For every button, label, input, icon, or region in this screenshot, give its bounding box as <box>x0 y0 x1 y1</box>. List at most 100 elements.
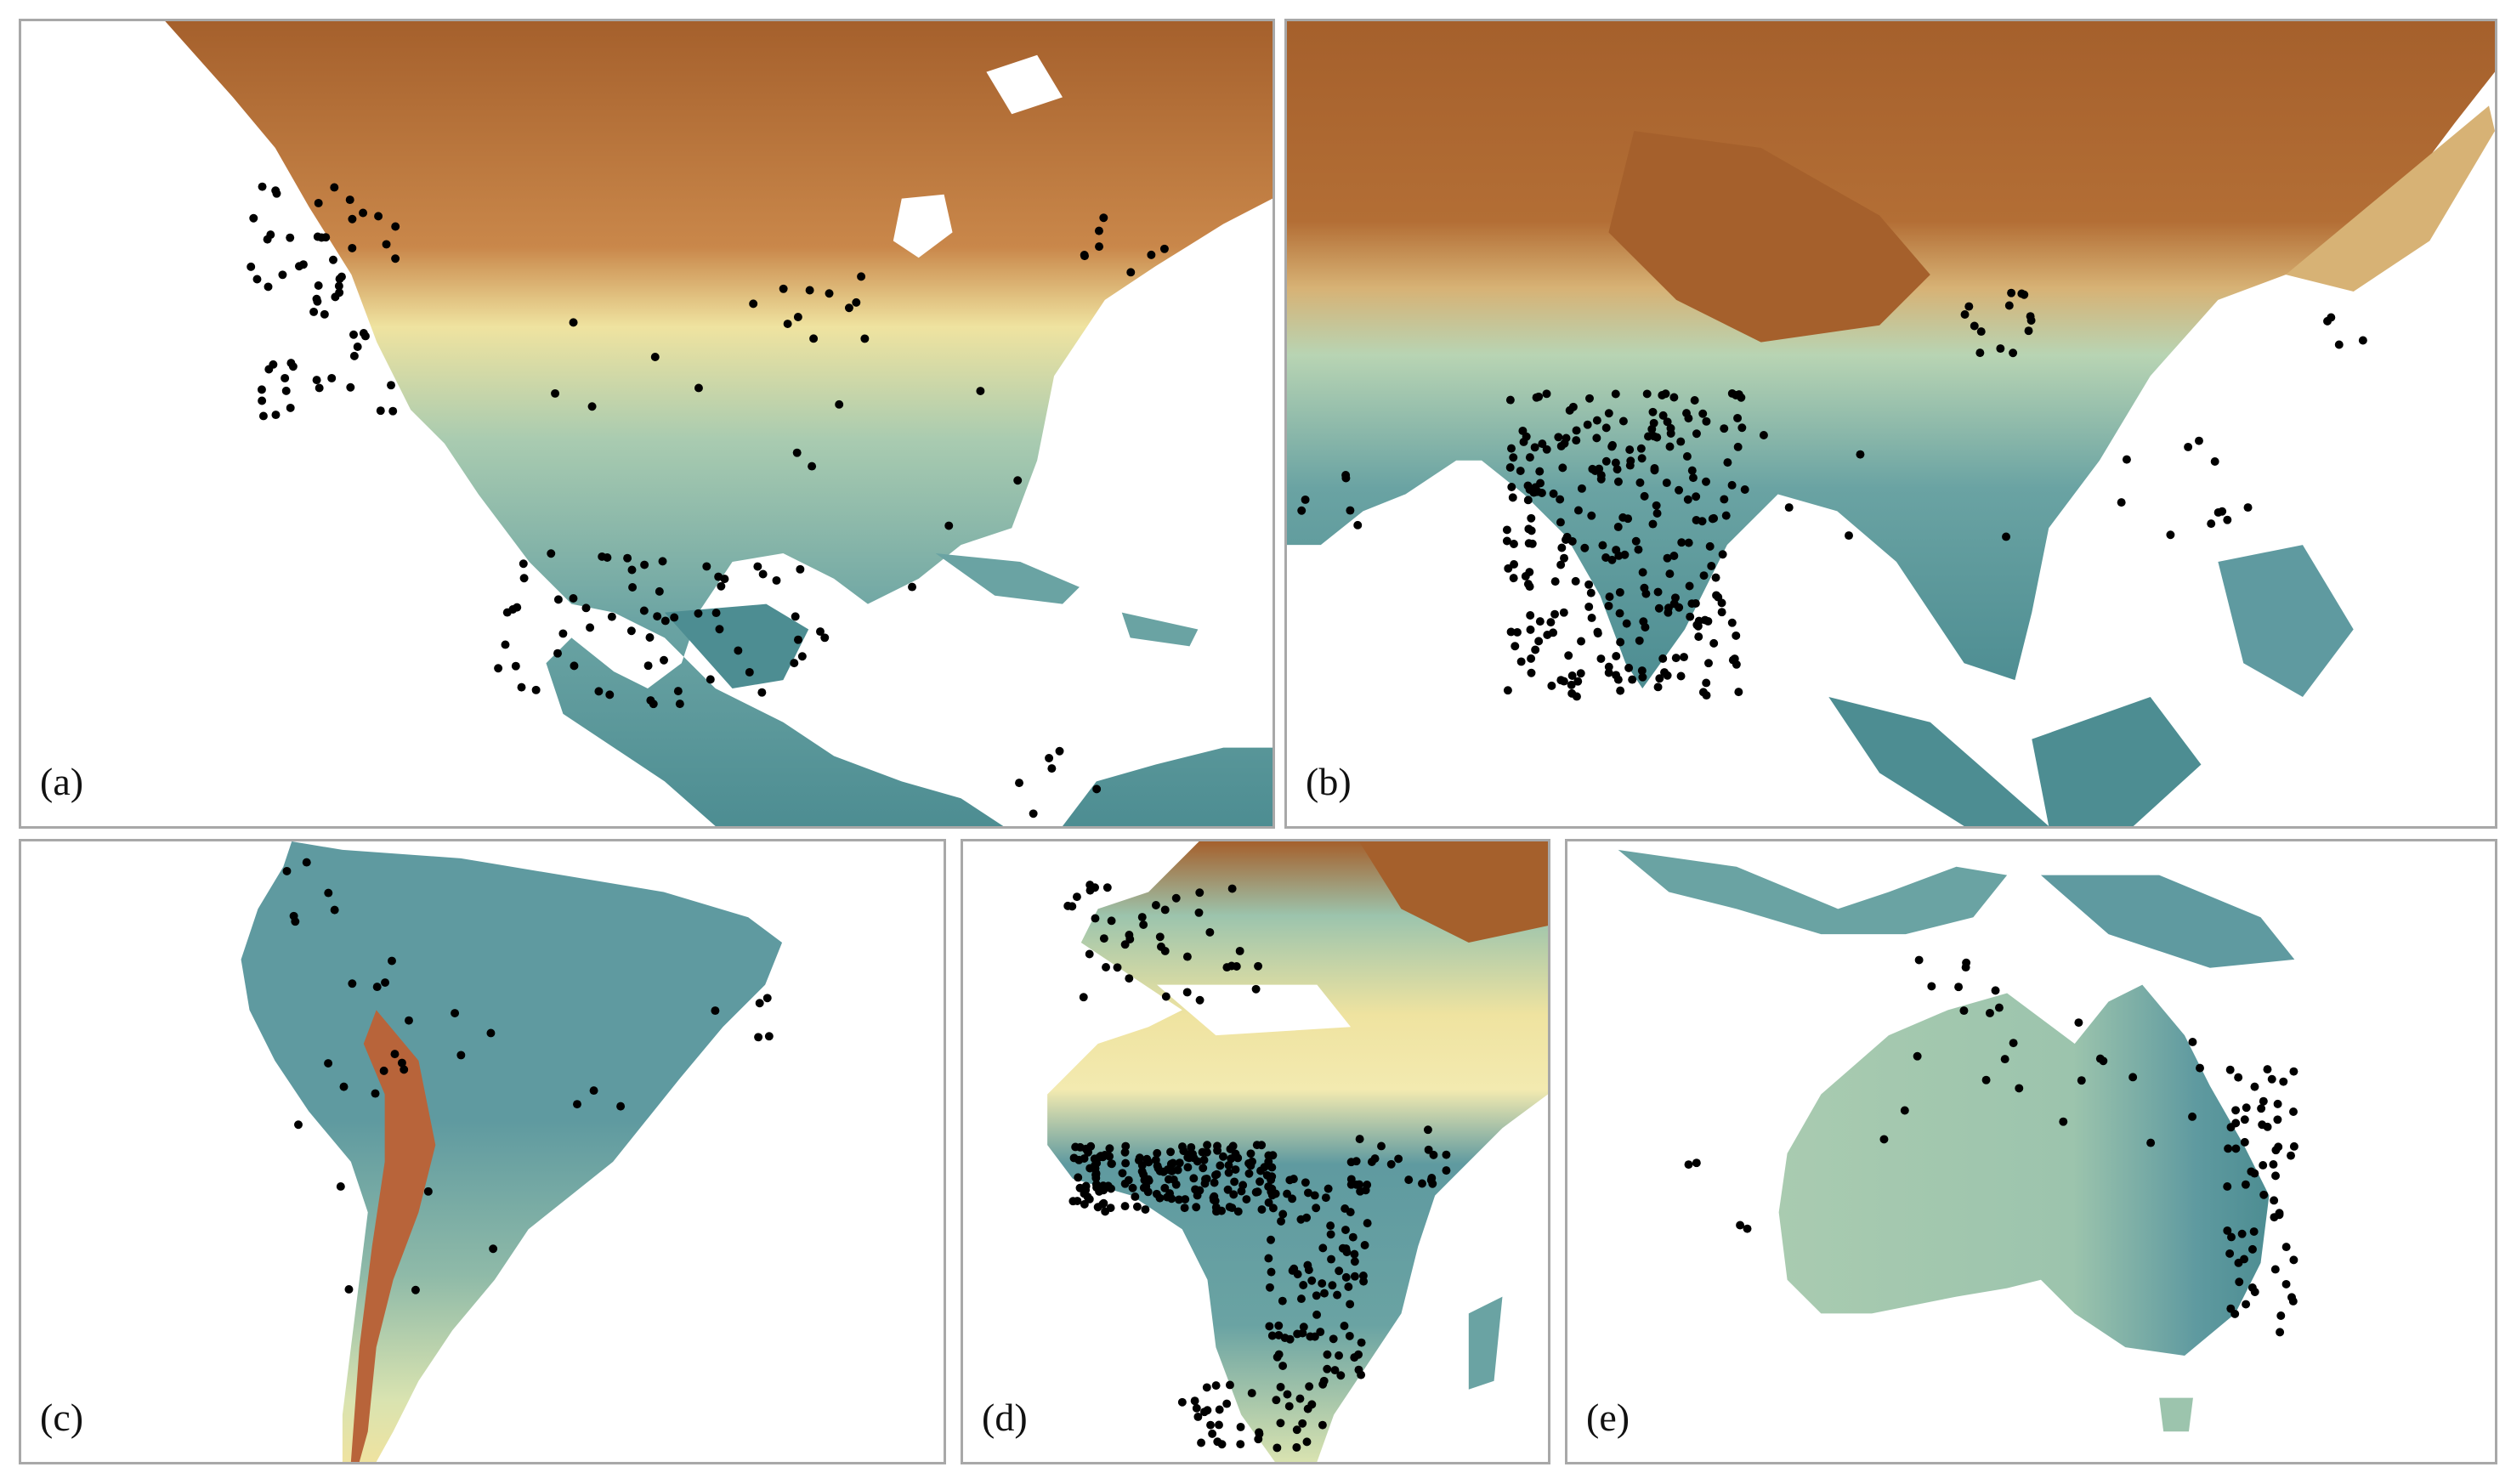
map-north-central-america <box>165 21 1273 826</box>
occurrence-point <box>1734 688 1743 697</box>
occurrence-point <box>1013 476 1023 485</box>
occurrence-point <box>1161 992 1170 1001</box>
occurrence-point <box>2024 326 2033 336</box>
occurrence-point <box>1559 608 1568 617</box>
occurrence-point <box>1063 901 1073 910</box>
occurrence-point <box>519 574 529 583</box>
occurrence-point <box>2240 1255 2248 1264</box>
occurrence-point <box>348 214 357 224</box>
occurrence-point <box>1427 1173 1437 1182</box>
occurrence-point <box>2196 1063 2204 1073</box>
occurrence-point <box>2226 1304 2236 1313</box>
occurrence-point <box>1994 1003 2004 1012</box>
occurrence-point <box>2223 515 2232 524</box>
map-panel-e: (e) <box>1565 839 2497 1464</box>
occurrence-point <box>1732 631 1741 640</box>
occurrence-point <box>1296 1215 1306 1224</box>
occurrence-point <box>1292 1425 1301 1435</box>
occurrence-point <box>1139 920 1148 929</box>
occurrence-point <box>1236 1422 1245 1431</box>
occurrence-point <box>783 320 792 329</box>
occurrence-point <box>281 373 290 382</box>
occurrence-point <box>349 351 359 360</box>
occurrence-point <box>1195 888 1204 898</box>
occurrence-point <box>1567 671 1577 680</box>
occurrence-point <box>1278 1209 1288 1219</box>
occurrence-point <box>2213 507 2223 517</box>
occurrence-point <box>1512 627 1522 637</box>
occurrence-point <box>1242 1195 1251 1204</box>
occurrence-point <box>1669 552 1679 560</box>
occurrence-point <box>1572 436 1581 445</box>
occurrence-point <box>1192 1203 1201 1212</box>
occurrence-point <box>1340 1322 1349 1330</box>
occurrence-point <box>1676 671 1686 681</box>
occurrence-point <box>570 661 579 671</box>
occurrence-point <box>2223 1226 2232 1235</box>
yucatan-peninsula <box>664 603 809 689</box>
occurrence-point <box>2074 1018 2083 1028</box>
great-lakes <box>893 194 953 258</box>
occurrence-point <box>1502 536 1511 546</box>
occurrence-point <box>1190 1396 1199 1406</box>
occurrence-point <box>1536 479 1545 488</box>
occurrence-point <box>1573 506 1583 515</box>
occurrence-point <box>658 557 667 566</box>
occurrence-point <box>675 700 684 709</box>
occurrence-point <box>1502 525 1511 535</box>
occurrence-point <box>2231 1106 2241 1115</box>
occurrence-point <box>2288 1296 2298 1306</box>
occurrence-point <box>1327 1255 1335 1264</box>
landmass-asia <box>1287 21 2495 689</box>
occurrence-point <box>1183 1163 1193 1172</box>
occurrence-point <box>1718 550 1727 559</box>
occurrence-point <box>1675 603 1684 612</box>
occurrence-point <box>1613 477 1623 486</box>
occurrence-point <box>2242 1300 2251 1309</box>
occurrence-point <box>653 612 662 621</box>
occurrence-point <box>1226 1380 1234 1390</box>
occurrence-point <box>1615 587 1624 597</box>
occurrence-point <box>1740 485 1749 494</box>
occurrence-point <box>1167 1194 1176 1204</box>
occurrence-point <box>1509 540 1518 548</box>
occurrence-point <box>1113 963 1122 972</box>
occurrence-point <box>589 1086 598 1096</box>
occurrence-point <box>2224 1144 2233 1153</box>
hudson-bay <box>986 54 1063 115</box>
occurrence-point <box>1704 659 1713 668</box>
occurrence-point <box>501 640 510 649</box>
occurrence-point <box>294 1120 303 1130</box>
occurrence-point <box>1669 393 1679 402</box>
occurrence-point <box>1592 416 1601 425</box>
occurrence-point <box>1247 1389 1256 1398</box>
occurrence-point <box>2273 1115 2282 1124</box>
occurrence-point <box>2281 1243 2291 1252</box>
occurrence-point <box>1307 1276 1317 1285</box>
occurrence-point <box>1585 394 1594 403</box>
occurrence-point <box>1079 993 1088 1002</box>
occurrence-point <box>553 595 563 604</box>
occurrence-point <box>1614 551 1624 560</box>
occurrence-point <box>1525 453 1534 462</box>
occurrence-point <box>2146 1138 2156 1147</box>
occurrence-point <box>2257 1104 2266 1113</box>
occurrence-point <box>1737 393 1746 402</box>
occurrence-point <box>1350 1257 1359 1266</box>
occurrence-point <box>1879 1135 1889 1144</box>
occurrence-point <box>1091 914 1100 923</box>
occurrence-point <box>1151 1155 1160 1164</box>
occurrence-point <box>1571 576 1580 586</box>
occurrence-point <box>1197 1438 1206 1447</box>
occurrence-point <box>1348 1232 1358 1242</box>
map-panel-c: (c) <box>19 839 946 1464</box>
occurrence-point <box>1702 416 1711 426</box>
occurrence-point <box>1503 686 1512 695</box>
occurrence-point <box>391 254 400 263</box>
occurrence-point <box>594 687 604 696</box>
caribbean-islands-2 <box>1121 612 1199 647</box>
occurrence-point <box>334 281 343 291</box>
occurrence-point <box>451 1009 460 1017</box>
occurrence-point <box>857 272 866 281</box>
occurrence-point <box>1293 1329 1302 1339</box>
